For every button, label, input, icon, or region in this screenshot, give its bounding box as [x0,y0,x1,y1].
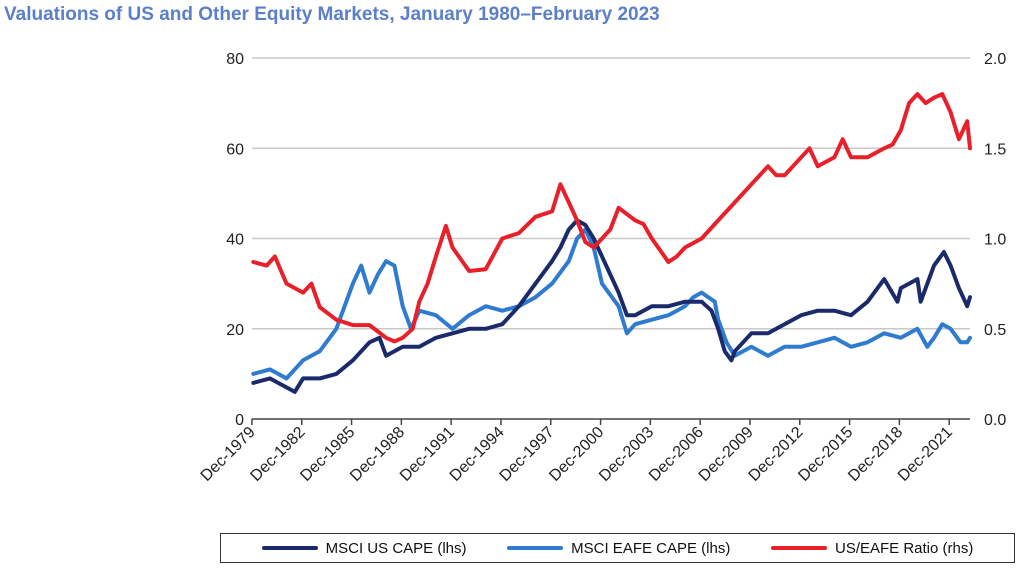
y-axis-right-labels: 0.0 0.5 1.0 1.5 2.0 [984,51,1006,429]
y-tick-label-right: 0.0 [984,412,1006,429]
series-line-eafe-cape [251,227,972,381]
y-tick-label-left: 20 [226,322,244,339]
series-lines [251,92,972,394]
y-tick-label-left: 0 [235,412,244,429]
legend: MSCI US CAPE (lhs) MSCI EAFE CAPE (lhs) … [220,533,1015,563]
legend-label-eafe-cape: MSCI EAFE CAPE (lhs) [571,539,731,557]
series-line-us-cape [251,218,972,394]
x-axis-labels: Dec-1979Dec-1982Dec-1985Dec-1988Dec-1991… [198,424,956,485]
axes [251,418,970,425]
legend-swatch-ratio [770,546,827,550]
gridlines [252,57,970,330]
chart-title: Valuations of US and Other Equity Market… [4,4,660,25]
y-tick-label-left: 60 [226,141,244,158]
y-tick-label-right: 1.5 [984,141,1006,158]
y-tick-label-right: 2.0 [984,51,1006,68]
series-line-us-eafe-ratio [251,92,972,344]
y-tick-label-left: 80 [226,51,244,68]
legend-swatch-eafe-cape [507,546,564,550]
legend-item-ratio: US/EAFE Ratio (rhs) [770,539,974,557]
x-tick-label: Dec-2021 [895,424,956,485]
y-tick-label-left: 40 [226,232,244,249]
y-tick-label-right: 0.5 [984,322,1006,339]
legend-item-us-cape: MSCI US CAPE (lhs) [261,539,467,557]
legend-label-ratio: US/EAFE Ratio (rhs) [834,539,974,557]
legend-label-us-cape: MSCI US CAPE (lhs) [325,539,467,557]
y-tick-label-right: 1.0 [984,232,1006,249]
legend-swatch-us-cape [261,546,318,550]
y-axis-left-labels: 0 20 40 60 80 [226,51,244,429]
legend-item-eafe-cape: MSCI EAFE CAPE (lhs) [507,540,730,557]
